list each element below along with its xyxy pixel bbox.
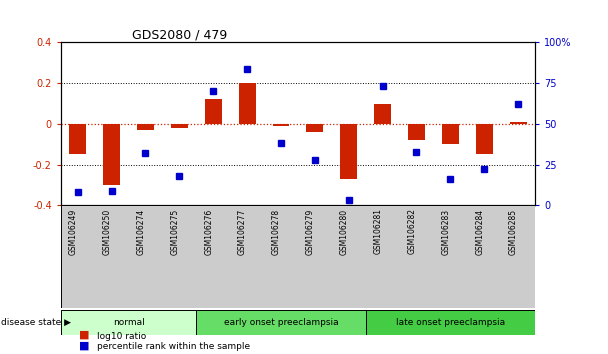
Bar — [238, 83, 255, 124]
Text: GSM106284: GSM106284 — [475, 209, 484, 255]
Bar — [408, 124, 425, 140]
Bar — [365, 310, 535, 335]
Text: GSM106279: GSM106279 — [306, 209, 315, 255]
Text: GSM106281: GSM106281 — [373, 209, 382, 255]
Bar — [61, 310, 196, 335]
Text: GSM106274: GSM106274 — [136, 209, 145, 255]
Bar — [475, 124, 492, 154]
Bar — [171, 124, 188, 128]
Bar — [340, 124, 357, 179]
Text: GSM106285: GSM106285 — [509, 209, 518, 255]
Text: GSM106276: GSM106276 — [204, 209, 213, 255]
Text: normal: normal — [112, 318, 145, 327]
Text: GSM106280: GSM106280 — [340, 209, 349, 255]
Bar — [69, 124, 86, 154]
Text: GSM106250: GSM106250 — [103, 209, 112, 255]
Text: GSM106283: GSM106283 — [441, 209, 451, 255]
Bar — [205, 99, 222, 124]
Text: GSM106249: GSM106249 — [69, 209, 78, 255]
Text: GDS2080 / 479: GDS2080 / 479 — [132, 28, 227, 41]
Text: percentile rank within the sample: percentile rank within the sample — [97, 342, 250, 351]
Bar — [137, 124, 154, 130]
Text: disease state ▶: disease state ▶ — [1, 318, 71, 327]
Bar — [442, 124, 459, 144]
Text: GSM106277: GSM106277 — [238, 209, 247, 255]
Bar — [510, 122, 527, 124]
Bar — [103, 124, 120, 185]
Bar — [196, 310, 365, 335]
Text: GSM106278: GSM106278 — [272, 209, 281, 255]
Text: ■: ■ — [79, 330, 89, 340]
Text: ■: ■ — [79, 341, 89, 350]
Bar — [374, 104, 391, 124]
Text: early onset preeclampsia: early onset preeclampsia — [224, 318, 338, 327]
Text: log10 ratio: log10 ratio — [97, 332, 147, 341]
Bar — [272, 124, 289, 126]
Text: late onset preeclampsia: late onset preeclampsia — [396, 318, 505, 327]
Bar — [306, 124, 323, 132]
Text: GSM106275: GSM106275 — [170, 209, 179, 255]
Text: GSM106282: GSM106282 — [407, 209, 416, 255]
